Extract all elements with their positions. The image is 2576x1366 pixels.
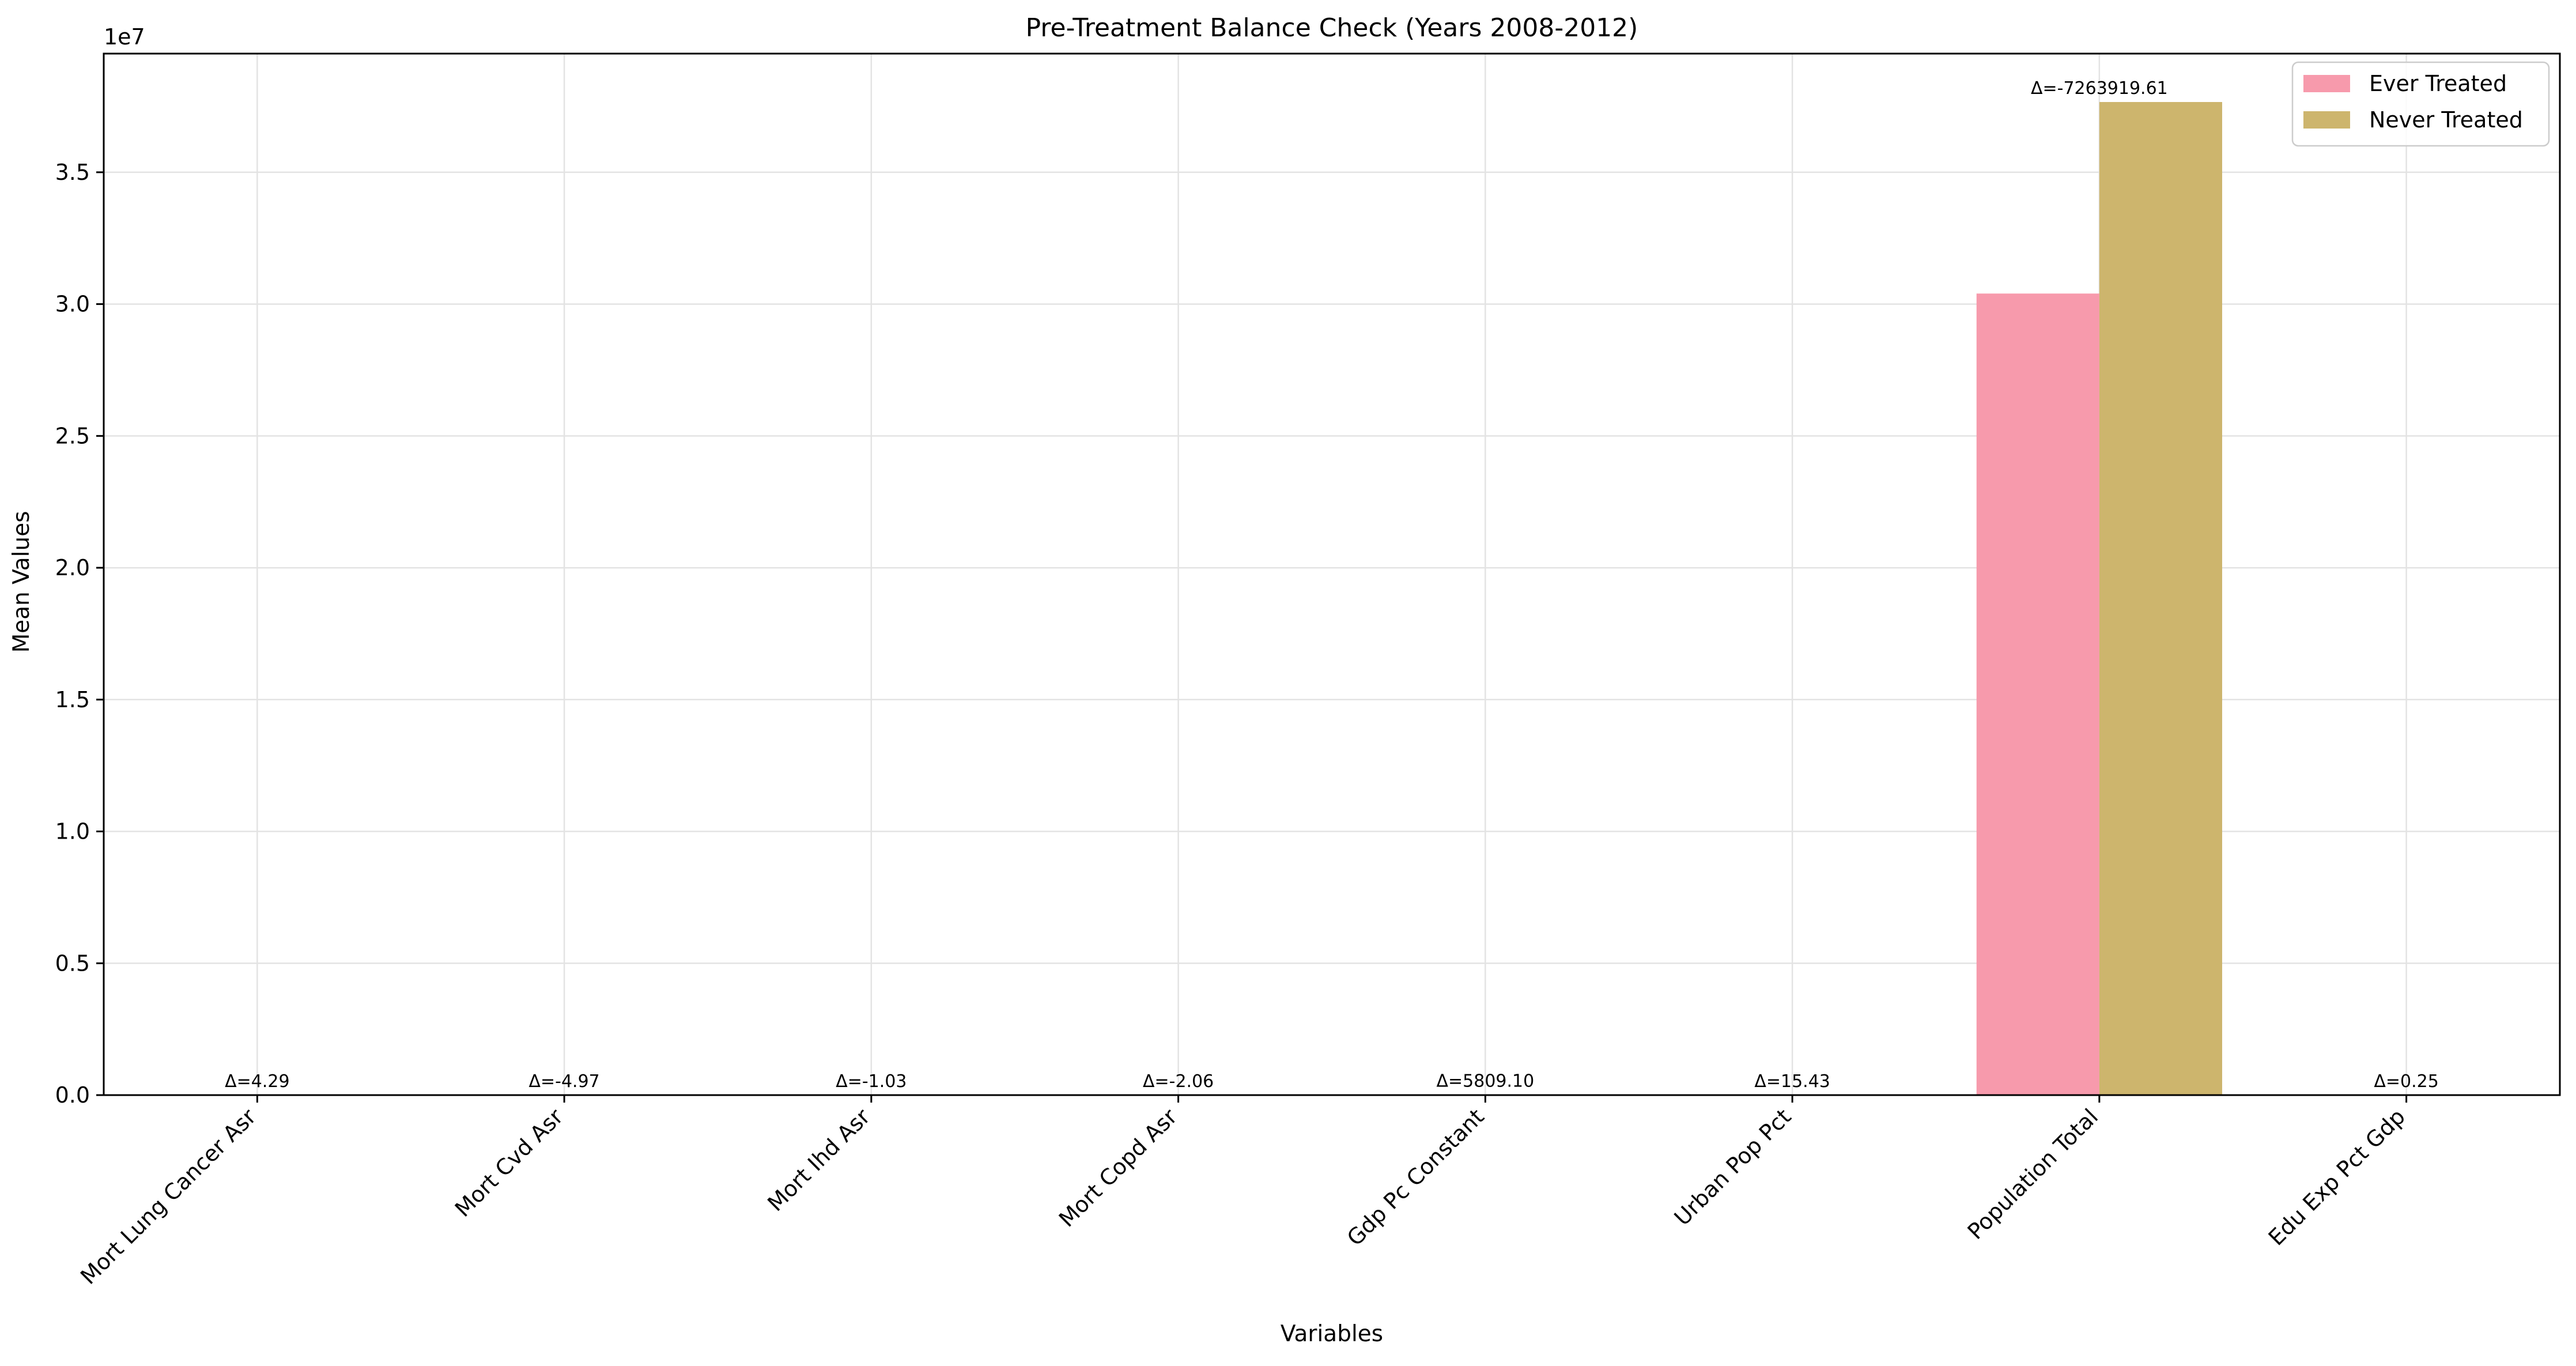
legend-label: Never Treated: [2369, 107, 2523, 133]
x-axis-label: Variables: [1281, 1321, 1383, 1347]
bar-ever-treated: [1977, 293, 2099, 1095]
bar-never-treated: [2099, 102, 2222, 1095]
delta-annotation: Δ=4.29: [225, 1071, 289, 1092]
y-tick-label: 1.0: [55, 819, 90, 844]
delta-annotation: Δ=0.25: [2374, 1071, 2438, 1092]
y-tick-label: 3.0: [55, 292, 90, 317]
delta-annotation: Δ=5809.10: [1437, 1071, 1535, 1091]
chart-title: Pre-Treatment Balance Check (Years 2008-…: [1026, 13, 1638, 43]
y-tick-label: 3.5: [55, 160, 90, 185]
y-tick-label: 2.0: [55, 555, 90, 580]
delta-annotation: Δ=-2.06: [1143, 1071, 1214, 1092]
legend-label: Ever Treated: [2369, 71, 2507, 96]
y-tick-label: 0.0: [55, 1082, 90, 1108]
y-axis-label: Mean Values: [9, 511, 35, 652]
y-tick-label: 2.5: [55, 423, 90, 448]
delta-annotation: Δ=-4.97: [528, 1071, 599, 1092]
legend-swatch: [2303, 111, 2350, 129]
y-tick-label: 1.5: [55, 687, 90, 712]
y-tick-label: 0.5: [55, 950, 90, 976]
legend: Ever Treated Never Treated: [2292, 62, 2549, 146]
delta-annotation: Δ=-1.03: [836, 1071, 906, 1092]
delta-annotation: Δ=15.43: [1754, 1071, 1830, 1092]
legend-swatch: [2303, 75, 2350, 92]
delta-annotation: Δ=-7263919.61: [2031, 78, 2168, 99]
y-axis-offset-label: 1e7: [104, 24, 145, 50]
